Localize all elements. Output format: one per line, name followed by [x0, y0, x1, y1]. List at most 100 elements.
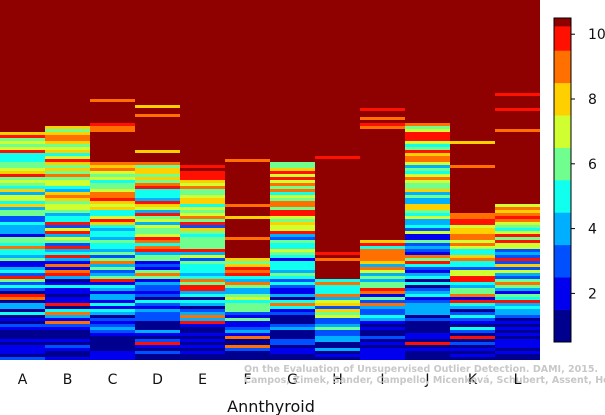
heatmap-cell — [0, 180, 45, 183]
heatmap-cell — [90, 237, 135, 240]
heatmap-cell — [0, 201, 45, 204]
heatmap-cell — [360, 354, 405, 357]
heatmap-cell — [0, 282, 45, 285]
heatmap-cell — [180, 249, 225, 252]
heatmap-column-g — [270, 162, 315, 360]
heatmap-cell — [45, 141, 90, 144]
heatmap-cell — [135, 204, 180, 207]
heatmap-cell — [45, 282, 90, 285]
heatmap-cell — [0, 234, 45, 237]
heatmap-cell — [405, 186, 450, 189]
colorbar-band — [554, 309, 571, 343]
heatmap-cell — [90, 126, 135, 129]
heatmap-cell — [225, 216, 270, 219]
heatmap-cell — [405, 327, 450, 330]
heatmap-cell — [360, 333, 405, 336]
heatmap-cell — [495, 282, 540, 285]
heatmap-cell — [180, 234, 225, 237]
heatmap-cell — [45, 246, 90, 249]
heatmap-cell — [180, 216, 225, 219]
heatmap-cell — [360, 123, 405, 126]
heatmap-cell — [270, 168, 315, 171]
heatmap-cell — [90, 180, 135, 183]
heatmap-cell — [405, 138, 450, 141]
heatmap-cell — [405, 270, 450, 273]
heatmap-cell — [495, 294, 540, 297]
heatmap-cell — [0, 327, 45, 330]
heatmap-cell — [90, 228, 135, 231]
heatmap-column-f — [225, 159, 270, 360]
heatmap-cell — [405, 333, 450, 336]
x-tick-labels: A B C D E F G H I J K L — [18, 372, 522, 388]
heatmap-cell — [90, 297, 135, 300]
heatmap-cell — [315, 303, 360, 306]
heatmap-cell — [360, 240, 405, 243]
heatmap-cell — [405, 171, 450, 174]
heatmap-cell — [270, 222, 315, 225]
heatmap-cell — [225, 336, 270, 339]
heatmap-cell — [135, 285, 180, 288]
heatmap-cell — [450, 351, 495, 354]
heatmap-column-a — [0, 132, 45, 360]
heatmap-cell — [135, 249, 180, 252]
heatmap-cell — [405, 168, 450, 171]
heatmap-cell — [405, 336, 450, 339]
heatmap-cell — [0, 273, 45, 276]
heatmap-cell — [315, 294, 360, 297]
colorbar-band — [554, 212, 571, 246]
heatmap-cell — [90, 255, 135, 258]
heatmap-cell — [135, 330, 180, 333]
heatmap-cell — [405, 123, 450, 126]
heatmap-cell — [45, 165, 90, 168]
heatmap-cell — [270, 288, 315, 291]
heatmap-cell — [135, 210, 180, 213]
heatmap-cell — [45, 297, 90, 300]
heatmap-cell — [405, 231, 450, 234]
heatmap-cell — [450, 309, 495, 312]
heatmap-cell — [0, 144, 45, 147]
heatmap-cell — [45, 144, 90, 147]
heatmap-cell — [180, 255, 225, 258]
heatmap-cell — [405, 288, 450, 291]
heatmap-cell — [45, 156, 90, 159]
heatmap-cell — [405, 147, 450, 150]
heatmap-cell — [180, 261, 225, 264]
heatmap-cell — [0, 204, 45, 207]
heatmap-cell — [225, 279, 270, 282]
heatmap-cell — [0, 243, 45, 246]
heatmap-cell — [90, 252, 135, 255]
heatmap-cell — [405, 276, 450, 279]
heatmap-cell — [90, 312, 135, 315]
heatmap-cell — [0, 174, 45, 177]
heatmap-cell — [135, 276, 180, 279]
heatmap-cell — [270, 252, 315, 255]
heatmap-cell — [270, 162, 315, 165]
heatmap-cell — [45, 243, 90, 246]
heatmap-cell — [90, 279, 135, 282]
heatmap-cell — [0, 270, 45, 273]
heatmap-cell — [45, 276, 90, 279]
heatmap-cell — [495, 339, 540, 342]
heatmap-cell — [225, 258, 270, 261]
heatmap-cell — [0, 147, 45, 150]
heatmap-cell — [135, 219, 180, 222]
heatmap-cell — [90, 219, 135, 222]
heatmap-cell — [360, 312, 405, 315]
heatmap-cell — [360, 309, 405, 312]
heatmap-cell — [405, 162, 450, 165]
heatmap-cell — [495, 336, 540, 339]
heatmap-cell — [90, 249, 135, 252]
colorbar-tick-label: 2 — [588, 286, 597, 302]
heatmap-cell — [360, 294, 405, 297]
heatmap-cell — [270, 330, 315, 333]
heatmap-cell — [270, 291, 315, 294]
heatmap-cell — [45, 321, 90, 324]
heatmap-cell — [495, 279, 540, 282]
heatmap-cell — [270, 198, 315, 201]
heatmap-cell — [45, 261, 90, 264]
heatmap-cell — [360, 297, 405, 300]
heatmap-cell — [225, 237, 270, 240]
heatmap-cell — [135, 279, 180, 282]
heatmap-cell — [0, 303, 45, 306]
heatmap-cell — [450, 231, 495, 234]
